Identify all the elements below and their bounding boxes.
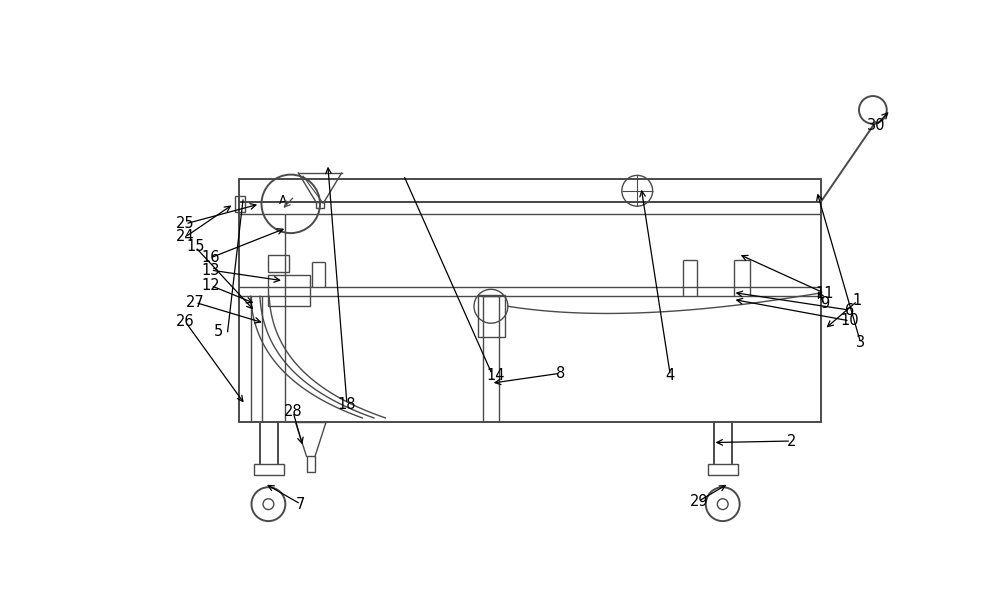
Text: 5: 5 <box>214 324 223 339</box>
Text: 28: 28 <box>284 404 302 420</box>
Text: 16: 16 <box>201 250 220 265</box>
Text: 26: 26 <box>176 314 195 329</box>
Bar <box>268 275 310 306</box>
Bar <box>239 202 820 422</box>
Text: 12: 12 <box>201 278 220 293</box>
Text: 6: 6 <box>845 303 854 317</box>
Text: 1: 1 <box>853 294 862 308</box>
Text: 29: 29 <box>690 494 708 508</box>
Text: A: A <box>279 195 287 207</box>
Bar <box>307 457 315 472</box>
Text: 25: 25 <box>176 216 195 232</box>
Text: 3: 3 <box>856 335 865 350</box>
Bar <box>478 295 505 337</box>
Bar <box>239 179 820 202</box>
Text: 24: 24 <box>176 229 195 244</box>
Text: 11: 11 <box>815 286 834 301</box>
Text: 4: 4 <box>666 368 675 383</box>
Bar <box>268 255 289 272</box>
Text: 27: 27 <box>186 295 205 310</box>
Text: 2: 2 <box>787 434 796 449</box>
Bar <box>235 196 245 212</box>
Text: 15: 15 <box>186 240 205 255</box>
Text: 30: 30 <box>867 118 885 133</box>
Text: 14: 14 <box>486 368 505 383</box>
Text: 13: 13 <box>201 263 220 278</box>
Text: 18: 18 <box>338 396 356 412</box>
Text: 10: 10 <box>840 313 859 328</box>
Text: 8: 8 <box>556 366 565 381</box>
Text: 9: 9 <box>820 297 829 311</box>
Text: 7: 7 <box>296 497 305 512</box>
Bar <box>254 464 284 475</box>
Bar <box>708 464 738 475</box>
Bar <box>316 202 324 209</box>
